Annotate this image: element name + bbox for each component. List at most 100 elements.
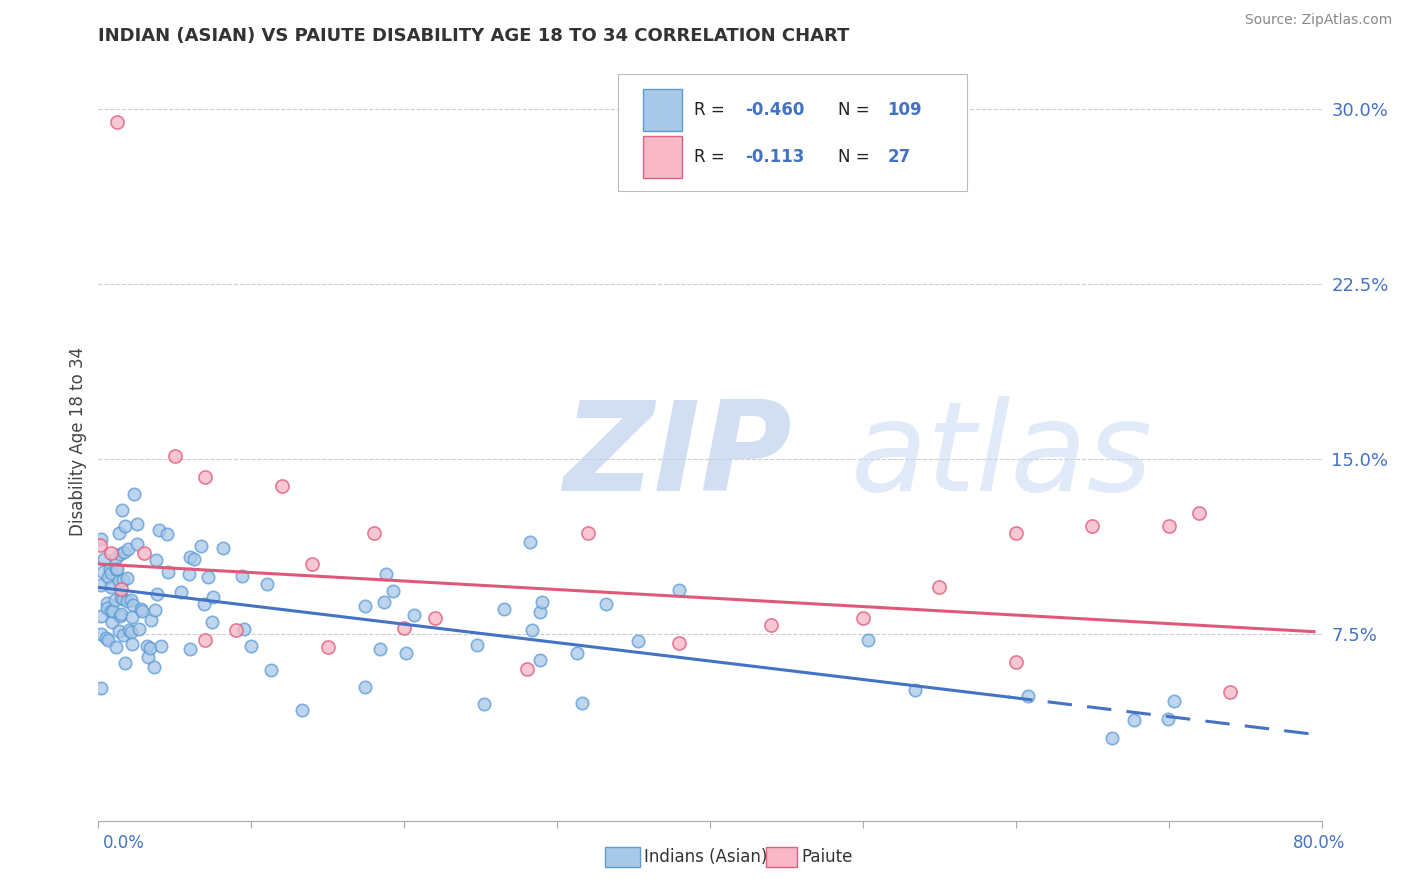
Y-axis label: Disability Age 18 to 34: Disability Age 18 to 34 [69,347,87,536]
Point [363,525,385,540]
Point [529,605,551,619]
Point [100,546,122,560]
Text: 27: 27 [887,148,911,166]
Point [179,642,201,657]
Point [141,613,163,627]
Point [145,603,167,617]
Point [197,570,219,584]
Point [111,503,134,517]
Point [353,680,375,694]
Point [100,566,122,580]
Point [93,565,115,579]
Point [179,550,201,565]
Point [423,611,446,625]
Text: R =: R = [695,148,730,166]
Point [146,587,169,601]
Text: N =: N = [838,148,876,166]
Point [114,656,136,670]
Point [260,663,283,677]
Point [128,622,150,636]
Point [118,624,141,638]
Point [96,596,118,610]
Point [316,640,339,654]
Point [121,637,143,651]
Text: -0.113: -0.113 [745,148,804,166]
Point [270,478,292,492]
Point [100,580,122,594]
Point [225,623,247,637]
Point [124,487,146,501]
Point [97,570,120,584]
Point [93,551,115,566]
Point [1017,689,1039,703]
Point [98,561,121,575]
Point [233,623,256,637]
Point [519,535,541,549]
Point [104,640,127,654]
Point [1157,518,1180,533]
Point [125,537,148,551]
Point [404,607,426,622]
Text: -0.460: -0.460 [745,101,804,120]
Point [108,525,131,540]
Point [1004,526,1026,541]
Point [90,627,112,641]
Point [156,566,179,580]
Point [136,649,159,664]
Point [1081,519,1104,533]
Point [759,617,782,632]
Point [90,578,112,592]
Point [145,553,167,567]
Point [1163,694,1185,708]
Point [139,640,162,655]
Point [104,593,127,607]
Text: 80.0%: 80.0% [1294,834,1346,852]
Point [121,610,143,624]
Point [531,595,554,609]
Point [1004,655,1026,669]
Point [105,562,128,576]
Point [668,636,690,650]
Point [163,450,186,464]
Point [125,516,148,531]
Point [520,623,543,637]
Point [105,562,128,576]
Point [120,624,142,639]
Point [1188,506,1211,520]
Text: N =: N = [838,101,876,120]
Point [148,523,170,537]
Point [96,601,118,615]
Point [131,604,153,618]
Point [117,542,139,557]
Point [97,632,120,647]
Point [194,469,217,483]
FancyBboxPatch shape [643,89,682,131]
Text: INDIAN (ASIAN) VS PAIUTE DISABILITY AGE 18 TO 34 CORRELATION CHART: INDIAN (ASIAN) VS PAIUTE DISABILITY AGE … [98,27,849,45]
Point [1157,712,1180,726]
Point [90,681,112,696]
Point [370,642,392,657]
Point [90,533,112,547]
Point [291,703,314,717]
Point [115,571,138,585]
Point [177,567,200,582]
Point [114,519,136,533]
Point [474,697,496,711]
Point [183,552,205,566]
FancyBboxPatch shape [619,74,967,191]
Point [136,639,159,653]
Point [1219,685,1241,699]
Point [134,545,156,559]
Point [516,663,538,677]
Point [382,584,405,599]
Point [193,597,215,611]
Text: ZIP: ZIP [564,396,792,517]
Point [115,593,138,607]
Point [1122,713,1144,727]
Point [375,567,398,582]
Text: Paiute: Paiute [801,848,853,866]
Text: 109: 109 [887,101,922,120]
Point [595,598,617,612]
Point [112,544,135,558]
Point [576,525,599,540]
